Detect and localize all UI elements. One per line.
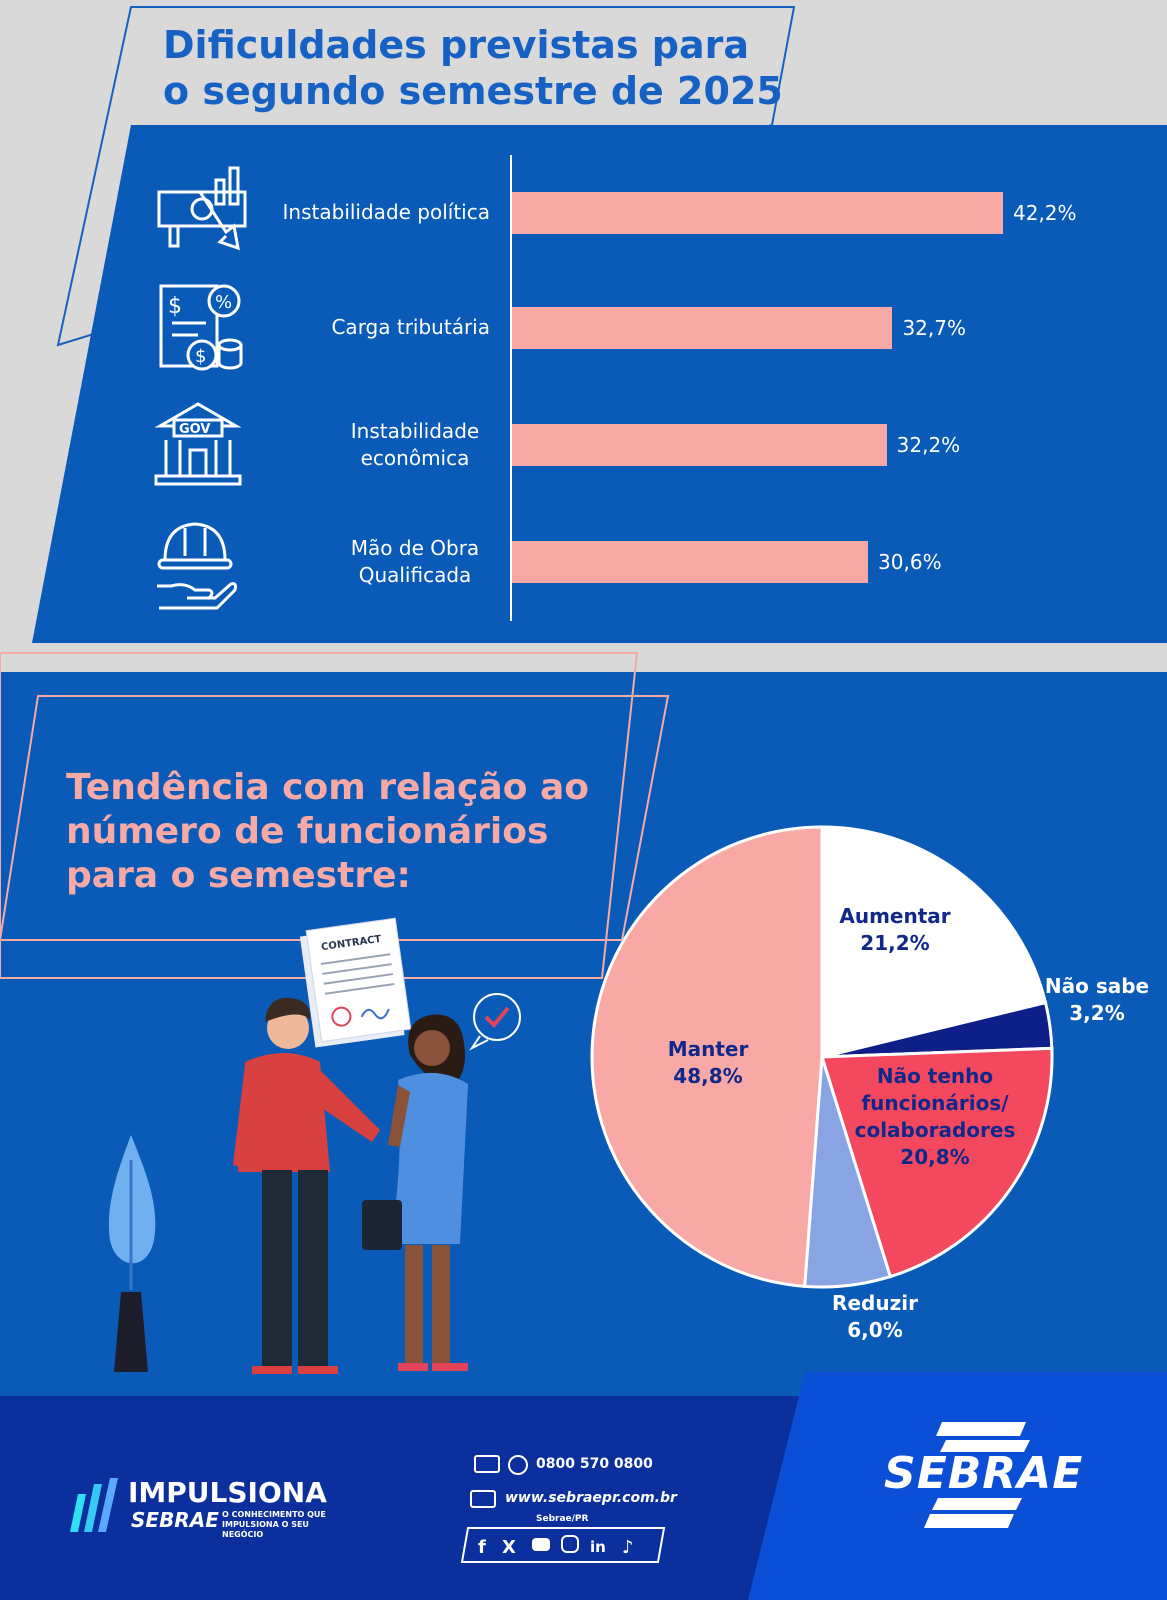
svg-text:$: $ <box>195 346 206 367</box>
contract-illustration <box>299 917 412 1048</box>
check-bubble-icon <box>469 993 521 1051</box>
government-building-icon: GOV <box>154 402 242 486</box>
bar-category-label: Instabilidade política <box>282 200 490 224</box>
pie-slice-name: Não tenho funcionários/ colaboradores <box>854 1064 1016 1142</box>
pie-slice-4 <box>590 825 824 1288</box>
impulsiona-logo-icon <box>70 1478 118 1532</box>
pie-slice-name: Não sabe <box>1044 974 1150 998</box>
pie-slice-value: 6,0% <box>847 1318 903 1342</box>
chart1-title: Dificuldades previstas para o segundo se… <box>163 23 783 113</box>
pie-slice-value: 48,8% <box>673 1064 743 1088</box>
pie-slice-2 <box>819 1046 1054 1279</box>
woman-illustration <box>362 1014 468 1371</box>
svg-text:%: % <box>215 292 232 313</box>
impulsiona-brand: IMPULSIONA <box>128 1476 327 1509</box>
pie-slice-label: Manter 48,8% <box>648 1036 768 1090</box>
youtube-icon <box>532 1538 550 1551</box>
phone-number[interactable]: 0800 570 0800 <box>536 1456 653 1472</box>
bar-value-label: 32,7% <box>902 316 966 340</box>
bar-2 <box>512 424 887 466</box>
pie-slice-label: Aumentar 21,2% <box>820 903 970 957</box>
svg-text:$: $ <box>168 294 182 319</box>
web-chat-icon <box>470 1490 496 1508</box>
pie-slice-value: 3,2% <box>1069 1001 1125 1025</box>
falling-market-icon <box>157 166 247 251</box>
bar-value-label: 42,2% <box>1013 201 1077 225</box>
bar-1 <box>512 307 893 349</box>
whatsapp-icon <box>508 1455 528 1475</box>
instagram-icon <box>561 1535 579 1553</box>
pie-slice-name: Reduzir <box>832 1291 918 1315</box>
pie-chart <box>590 825 1054 1289</box>
linkedin-icon: in <box>590 1538 606 1556</box>
man-illustration <box>233 997 380 1374</box>
pie-slice-value: 20,8% <box>900 1145 970 1169</box>
bar-category-label: Mão de Obra Qualificada <box>350 536 480 587</box>
tiktok-icon: ♪ <box>622 1537 634 1558</box>
social-icons-bar: f X in ♪ <box>460 1527 666 1563</box>
website-link[interactable]: www.sebraepr.com.br <box>505 1490 677 1506</box>
pie-slice-name: Aumentar <box>839 904 951 928</box>
bar-value-label: 32,2% <box>896 433 961 457</box>
sebrae-logo-icon <box>924 1422 1030 1528</box>
pie-slice-label: Reduzir 6,0% <box>825 1290 925 1344</box>
bar-axis-line <box>510 155 512 621</box>
bar-value-label: 30,6% <box>878 550 942 574</box>
facebook-icon: f <box>478 1537 486 1558</box>
chat-icon <box>474 1455 500 1473</box>
pie-slice-name: Manter <box>667 1037 749 1061</box>
pie-slice-0 <box>820 825 1048 1059</box>
pie-slice-value: 21,2% <box>860 931 930 955</box>
plant-illustration <box>108 1135 156 1372</box>
chart2-title: Tendência com relação ao número de funci… <box>66 767 589 896</box>
svg-text:GOV: GOV <box>179 422 210 437</box>
bar-0 <box>512 192 1003 234</box>
bar-3 <box>512 541 869 583</box>
tax-invoice-icon: $ % $ <box>159 284 243 371</box>
hand-hard-hat-icon <box>157 522 237 610</box>
pie-slice-label: Não tenho funcionários/ colaboradores 20,… <box>845 1063 1025 1171</box>
x-icon: X <box>502 1537 516 1558</box>
bar-category-label: Carga tributária <box>331 315 490 339</box>
pie-slice-label: Não sabe 3,2% <box>1032 973 1162 1027</box>
impulsiona-sub-brand: SEBRAE <box>131 1508 219 1532</box>
social-handle: Sebrae/PR <box>536 1514 589 1524</box>
bar-category-label: Instabilidade econômica <box>350 419 480 470</box>
impulsiona-tagline: O CONHECIMENTO QUE IMPULSIONA O SEU NEGÓ… <box>222 1510 326 1539</box>
sebrae-logo: SEBRAE <box>884 1448 1084 1499</box>
